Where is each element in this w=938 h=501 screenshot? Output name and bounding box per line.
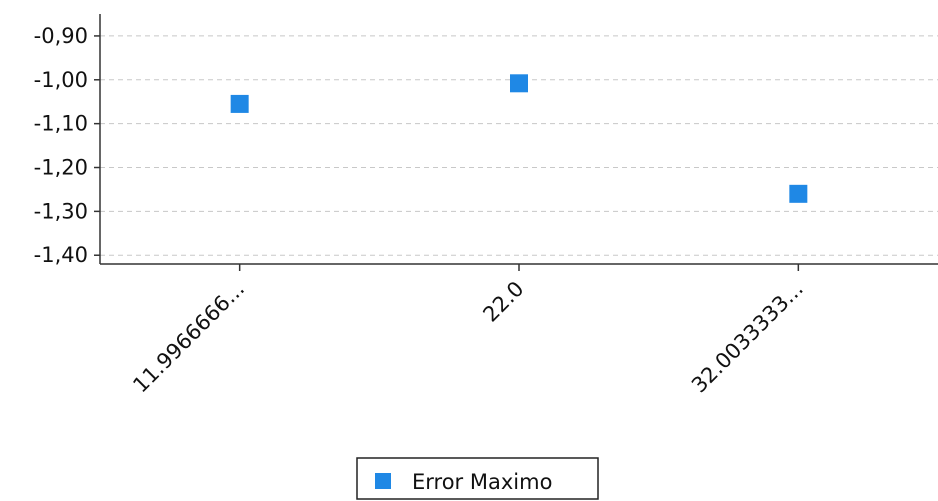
y-tick-label: -1,30 bbox=[34, 199, 88, 223]
y-tick-label: -1,40 bbox=[34, 243, 88, 267]
legend: Error Maximo bbox=[356, 457, 599, 500]
x-tick-label: 22.0 bbox=[478, 277, 528, 327]
x-tick-label: 32.0033333... bbox=[687, 277, 808, 398]
y-tick-label: -1,20 bbox=[34, 156, 88, 180]
y-axis-ticks: -0,90 -1,00 -1,10 -1,20 -1,30 -1,40 bbox=[34, 24, 100, 267]
x-tick-label: 11.9966666... bbox=[128, 277, 249, 398]
grid-lines bbox=[100, 35, 938, 256]
legend-label: Error Maximo bbox=[412, 470, 552, 494]
legend-box bbox=[356, 457, 599, 500]
y-tick-label: -0,90 bbox=[34, 24, 88, 48]
data-point bbox=[789, 184, 808, 203]
legend-swatch bbox=[375, 473, 391, 489]
data-points bbox=[230, 74, 808, 203]
data-point bbox=[230, 94, 249, 113]
data-point bbox=[510, 74, 528, 93]
x-axis-ticks: 11.9966666... 22.0 32.0033333... bbox=[128, 264, 808, 397]
axes bbox=[99, 14, 938, 265]
y-tick-label: -1,10 bbox=[34, 112, 88, 136]
y-tick-label: -1,00 bbox=[34, 68, 88, 92]
